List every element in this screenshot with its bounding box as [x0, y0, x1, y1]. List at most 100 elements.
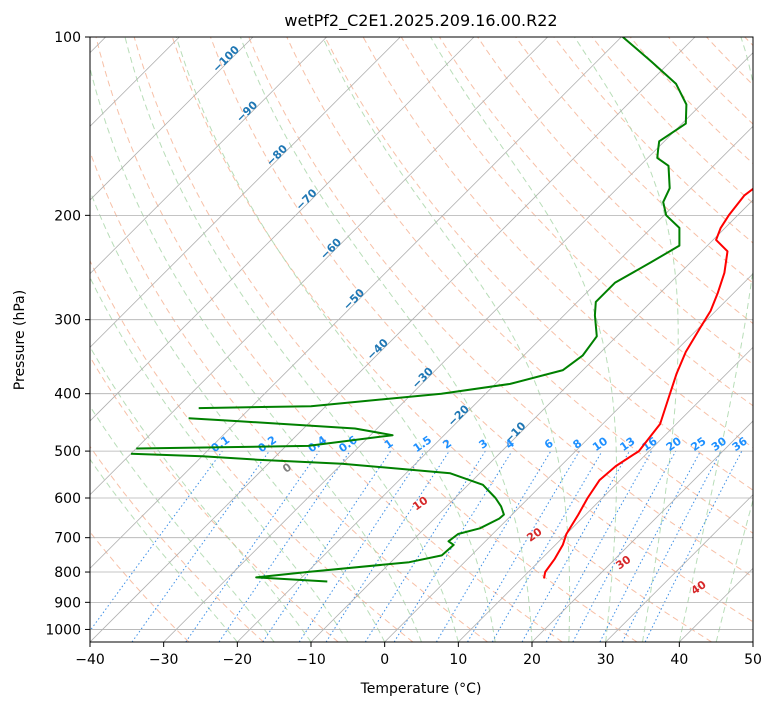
x-tick-label: 40: [670, 652, 688, 668]
isotherm-line: [752, 641, 753, 642]
isotherm-line: [90, 37, 327, 275]
moist-adiabat-label: 40: [689, 578, 709, 598]
dry-adiabat-line: [90, 355, 339, 642]
moist-adiabat-line: [90, 276, 349, 642]
dry-adiabat-line: [668, 37, 753, 125]
x-tick-label: −10: [296, 652, 326, 668]
dry-adiabat-line: [515, 37, 753, 284]
isotherm-label: −20: [445, 402, 472, 429]
isotherm-line: [163, 52, 753, 642]
mixing-ratio-line: [435, 450, 552, 642]
dry-adiabat-line: [477, 37, 753, 325]
isotherm-line: [90, 37, 401, 348]
x-axis-ticks: −40 −30 −20 −10 0 10 20 30 40 50: [75, 642, 762, 668]
dry-adiabat-line: [171, 37, 712, 642]
dry-adiabat-line: [706, 37, 753, 86]
moist-adiabat-line: [124, 37, 459, 642]
x-axis-label: Temperature (°C): [360, 681, 482, 697]
moist-adiabat-line: [678, 37, 753, 642]
isotherms: [90, 37, 753, 642]
plot-area: −100−90−80−70−60−50−40−30−20−100.1 0.2 0.4…: [90, 37, 753, 642]
moist-adiabat-line: [90, 65, 422, 642]
mixing-ratio-line: [467, 450, 580, 642]
dry-adiabat-line: [324, 37, 753, 491]
mixing-ratio-line: [521, 450, 630, 642]
dry-adiabat-line: [95, 37, 563, 642]
dry-adiabat-line: [133, 37, 638, 642]
isotherm-line: [531, 420, 753, 642]
isotherm-label: −40: [364, 336, 391, 363]
mixing-ratio-line: [491, 450, 603, 642]
mixing-ratio-line: [131, 450, 270, 642]
isotherm-label: −50: [341, 286, 368, 313]
y-tick-label: 100: [54, 30, 81, 46]
x-tick-label: 50: [744, 652, 762, 668]
isotherm-label: −30: [409, 365, 436, 392]
isotherm-line: [90, 37, 475, 422]
mixing-ratio-line: [325, 450, 450, 642]
isotherm-line: [90, 37, 548, 496]
mixing-ratio-label: 0.6: [336, 433, 360, 455]
plot-frame: [89, 36, 754, 643]
temperature-line: [543, 187, 753, 579]
isotherm-line: [310, 199, 753, 642]
x-tick-label: 30: [597, 652, 615, 668]
sounding-series: [130, 37, 753, 583]
dewpoint-line: [130, 452, 505, 583]
y-tick-label: 200: [54, 208, 81, 224]
moist-adiabats: [90, 37, 753, 642]
dry-adiabat-line: [248, 37, 753, 578]
dry-adiabat-line: [744, 37, 753, 47]
y-tick-label: 700: [54, 531, 81, 547]
y-tick-label: 1000: [45, 622, 81, 638]
x-tick-label: −30: [149, 652, 179, 668]
x-tick-label: −20: [223, 652, 253, 668]
line-labels: −100−90−80−70−60−50−40−30−20−100.1 0.2 0.4…: [209, 43, 750, 598]
y-axis-ticks: 100 200 300 400 500 600 700 800 900 1000: [45, 30, 90, 638]
isotherm-label: −70: [293, 186, 320, 213]
dry-adiabats: [90, 37, 753, 642]
dry-adiabat-line: [90, 150, 488, 642]
moist-adiabat-line: [239, 37, 533, 642]
mixing-ratio-line: [572, 450, 677, 642]
y-tick-label: 900: [54, 595, 81, 611]
moist-adiabat-line: [90, 405, 275, 642]
isotherm-line: [384, 273, 753, 642]
mixing-ratio-line: [393, 450, 513, 642]
mixing-ratio-label: 0.1: [209, 433, 232, 455]
mixing-ratio-line: [262, 450, 392, 642]
dry-adiabat-line: [629, 37, 753, 165]
mixing-ratio-line: [599, 450, 701, 642]
mixing-ratio-line: [90, 450, 223, 632]
x-tick-label: 20: [523, 652, 541, 668]
moist-adiabat-line: [715, 498, 753, 642]
isotherm-line: [237, 125, 753, 642]
dry-adiabat-line: [90, 259, 414, 642]
x-tick-label: −40: [75, 652, 105, 668]
moist-adiabat-label: 20: [524, 525, 544, 545]
y-tick-label: 300: [54, 313, 81, 329]
dewpoint-line: [198, 37, 688, 410]
y-tick-label: 800: [54, 565, 81, 581]
moist-adiabat-line: [175, 37, 496, 642]
moist-adiabat-line: [90, 458, 238, 642]
x-tick-label: 0: [380, 652, 389, 668]
isotherm-line: [90, 37, 696, 642]
mixing-ratio-line: [364, 450, 486, 642]
y-tick-label: 500: [54, 444, 81, 460]
dry-adiabat-line: [553, 37, 753, 244]
moist-adiabat-label: 10: [410, 494, 430, 514]
mixing-ratio-lines: [90, 450, 743, 642]
moist-adiabat-line: [90, 345, 312, 642]
y-axis-label: Pressure (hPa): [12, 290, 28, 390]
y-tick-label: 400: [54, 387, 81, 403]
y-tick-label: 600: [54, 491, 81, 507]
isotherm-label: −60: [318, 235, 345, 262]
mixing-ratio-line: [298, 450, 425, 642]
x-tick-label: 10: [449, 652, 467, 668]
pressure-gridlines: [90, 37, 753, 630]
moist-adiabat-line: [90, 189, 386, 642]
moist-adiabat-line: [322, 37, 571, 642]
isotherm-label: −80: [264, 142, 291, 169]
